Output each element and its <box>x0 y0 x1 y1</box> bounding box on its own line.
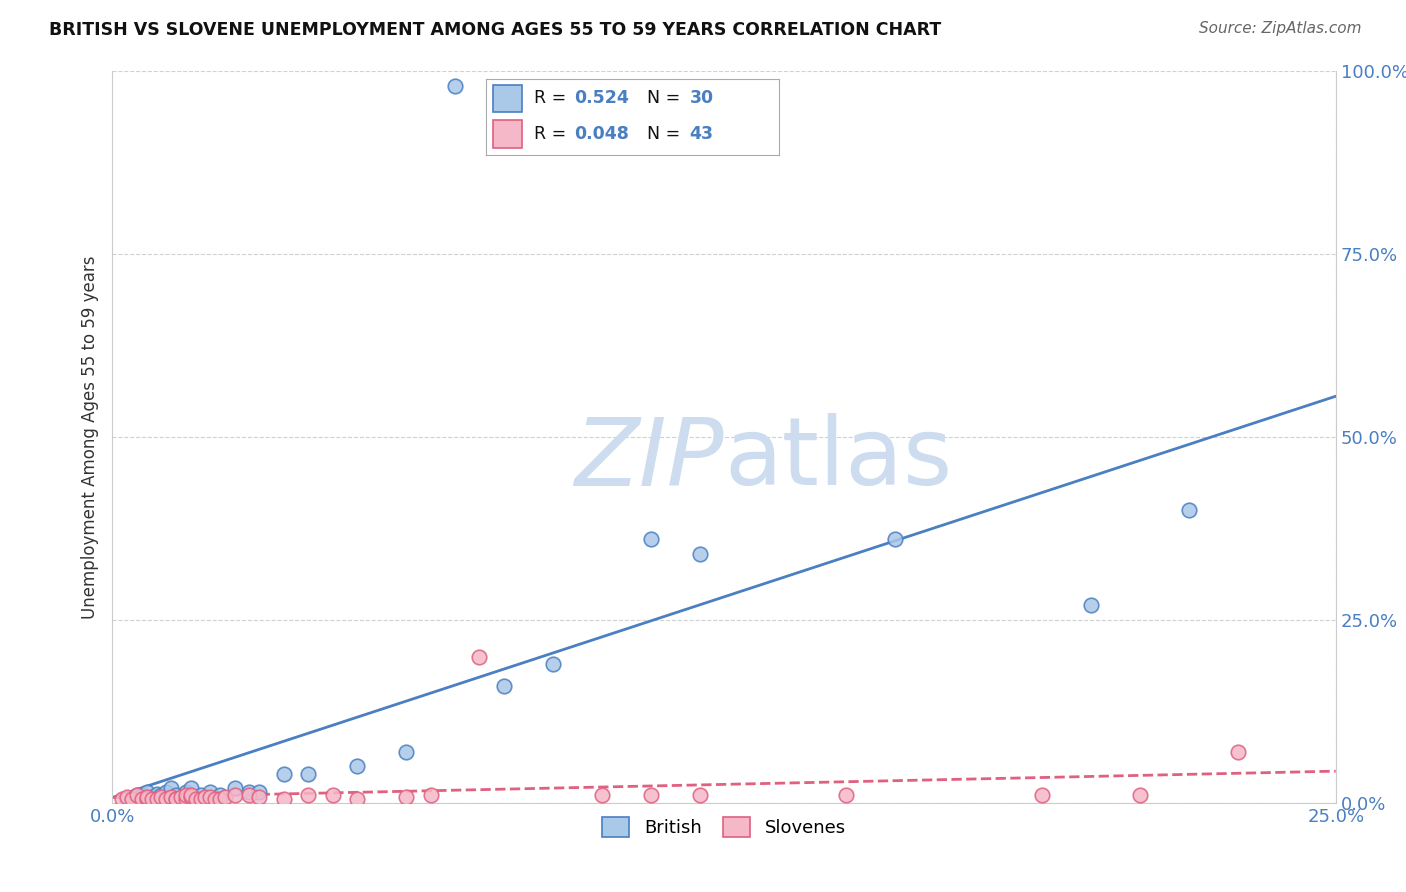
Point <box>640 789 662 803</box>
Point <box>155 792 177 806</box>
Point <box>145 787 167 801</box>
Point <box>135 792 157 806</box>
Point <box>125 789 148 803</box>
Point <box>165 789 187 803</box>
Point <box>204 792 226 806</box>
Point <box>444 78 467 93</box>
Point <box>150 789 173 803</box>
Point <box>141 789 163 804</box>
Point <box>160 781 183 796</box>
Point <box>165 792 187 806</box>
Point <box>111 792 134 806</box>
Point <box>884 533 907 547</box>
Point <box>190 789 212 803</box>
Point <box>224 789 246 803</box>
Point <box>135 785 157 799</box>
Point <box>141 792 163 806</box>
Point <box>591 789 613 803</box>
Point <box>247 789 270 804</box>
Point <box>1080 599 1102 613</box>
Point <box>247 785 270 799</box>
Text: Source: ZipAtlas.com: Source: ZipAtlas.com <box>1198 21 1361 36</box>
Point <box>346 792 368 806</box>
Point <box>492 679 515 693</box>
Point <box>322 789 344 803</box>
Point <box>131 792 153 806</box>
Point <box>273 766 295 780</box>
Point <box>180 789 202 803</box>
Point <box>121 792 143 806</box>
Point <box>346 759 368 773</box>
Point <box>131 789 153 803</box>
Point <box>170 789 193 804</box>
Point <box>214 789 236 804</box>
Text: BRITISH VS SLOVENE UNEMPLOYMENT AMONG AGES 55 TO 59 YEARS CORRELATION CHART: BRITISH VS SLOVENE UNEMPLOYMENT AMONG AG… <box>49 21 942 38</box>
Point <box>209 789 232 803</box>
Point <box>297 789 319 803</box>
Point <box>180 789 202 804</box>
Point <box>1178 503 1201 517</box>
Point <box>238 789 260 803</box>
Point <box>184 792 207 806</box>
Legend: British, Slovenes: British, Slovenes <box>593 807 855 847</box>
Point <box>125 789 148 803</box>
Point <box>174 785 197 799</box>
Point <box>224 781 246 796</box>
Point <box>135 789 157 804</box>
Point <box>194 789 217 804</box>
Y-axis label: Unemployment Among Ages 55 to 59 years: Unemployment Among Ages 55 to 59 years <box>80 255 98 619</box>
Point <box>115 789 138 804</box>
Point <box>174 792 197 806</box>
Text: ZIP: ZIP <box>575 414 724 505</box>
Point <box>835 789 858 803</box>
Point <box>200 789 222 804</box>
Point <box>150 789 173 804</box>
Point <box>468 649 491 664</box>
Point <box>689 789 711 803</box>
Point <box>180 781 202 796</box>
Point <box>145 792 167 806</box>
Point <box>1226 745 1249 759</box>
Point <box>541 657 564 671</box>
Text: atlas: atlas <box>724 413 952 505</box>
Point <box>160 789 183 804</box>
Point <box>395 789 418 804</box>
Point <box>190 792 212 806</box>
Point <box>115 792 138 806</box>
Point <box>419 789 441 803</box>
Point <box>165 792 187 806</box>
Point <box>1031 789 1053 803</box>
Point <box>174 789 197 803</box>
Point <box>1129 789 1152 803</box>
Point <box>297 766 319 780</box>
Point <box>238 785 260 799</box>
Point <box>640 533 662 547</box>
Point <box>200 785 222 799</box>
Point <box>689 547 711 561</box>
Point <box>395 745 418 759</box>
Point <box>209 792 232 806</box>
Point <box>155 785 177 799</box>
Point <box>273 792 295 806</box>
